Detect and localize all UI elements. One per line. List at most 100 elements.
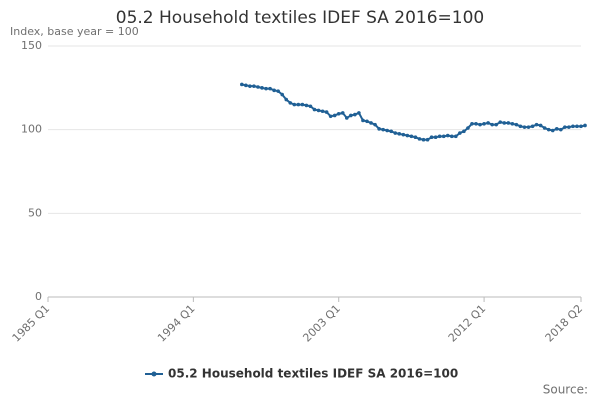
point [470, 122, 474, 126]
point [345, 116, 349, 120]
point [389, 129, 394, 134]
point [324, 110, 329, 114]
point [413, 135, 418, 139]
point [486, 121, 490, 125]
point [542, 126, 547, 130]
point [462, 129, 466, 134]
point [312, 107, 317, 112]
point [336, 111, 341, 116]
point [449, 134, 454, 139]
point [397, 132, 402, 136]
point [474, 122, 478, 126]
point [353, 112, 357, 117]
y-tick-label: 150 [21, 39, 42, 52]
point [280, 92, 284, 97]
point [365, 119, 369, 124]
legend-label: 05.2 Household textiles IDEF SA 2016=100 [168, 367, 458, 381]
point [320, 109, 325, 114]
legend-marker [151, 371, 157, 377]
point [583, 123, 587, 128]
point [421, 137, 426, 142]
x-tick-label: 1985 Q1 [10, 302, 53, 345]
point [437, 134, 442, 139]
point [381, 127, 385, 132]
point [526, 125, 531, 129]
point [429, 135, 434, 139]
subtitle: Index, base year = 100 [10, 25, 139, 38]
point [458, 131, 462, 135]
y-tick-label: 50 [28, 206, 42, 219]
chart-title: 05.2 Household textiles IDEF SA 2016=100 [116, 8, 484, 28]
point [518, 124, 523, 129]
point [478, 122, 482, 127]
point [546, 127, 551, 132]
point [417, 137, 422, 141]
x-tick-label: 1994 Q1 [155, 302, 198, 345]
point [357, 111, 361, 115]
point [445, 133, 450, 138]
point [272, 88, 276, 93]
point [498, 120, 503, 124]
point [288, 101, 293, 105]
point [441, 134, 446, 139]
point [248, 84, 252, 88]
point [300, 102, 305, 107]
point [340, 111, 345, 115]
point [377, 127, 381, 131]
point [494, 122, 499, 127]
point [490, 122, 494, 127]
point [393, 131, 398, 135]
point [563, 125, 567, 129]
point [454, 134, 458, 139]
point [571, 124, 575, 129]
point [244, 83, 248, 88]
y-tick-label: 0 [35, 290, 42, 303]
point [328, 114, 333, 119]
point [567, 125, 571, 129]
point [538, 123, 543, 128]
point [433, 135, 438, 139]
point [264, 86, 268, 91]
point [405, 133, 410, 138]
point [401, 132, 406, 137]
point [506, 121, 511, 125]
point [466, 126, 470, 130]
x-tick-label: 2003 Q1 [300, 302, 343, 345]
point [482, 122, 486, 126]
point [316, 108, 321, 113]
point [332, 113, 337, 118]
y-tick-label: 100 [21, 123, 42, 136]
point [514, 122, 519, 127]
line [241, 83, 586, 141]
x-tick-label: 2018 Q2 [543, 302, 586, 345]
point [260, 86, 264, 90]
point [308, 104, 313, 109]
point [559, 127, 563, 132]
point [276, 89, 280, 93]
point [304, 103, 309, 108]
point [425, 137, 430, 142]
point [369, 121, 373, 125]
point [522, 125, 527, 129]
point [373, 122, 377, 127]
point [550, 128, 555, 133]
point [534, 122, 539, 127]
point [530, 124, 535, 129]
source: Source: [543, 383, 588, 397]
point [575, 124, 579, 129]
point [349, 113, 353, 118]
point [296, 102, 301, 107]
point [502, 121, 507, 125]
point [409, 134, 414, 139]
point [579, 124, 583, 129]
point [256, 85, 260, 89]
point [268, 86, 272, 91]
point [510, 122, 515, 126]
x-tick-label: 2012 Q1 [446, 302, 489, 345]
point [361, 118, 365, 123]
point [252, 84, 256, 88]
point [292, 102, 297, 107]
point [284, 97, 289, 102]
